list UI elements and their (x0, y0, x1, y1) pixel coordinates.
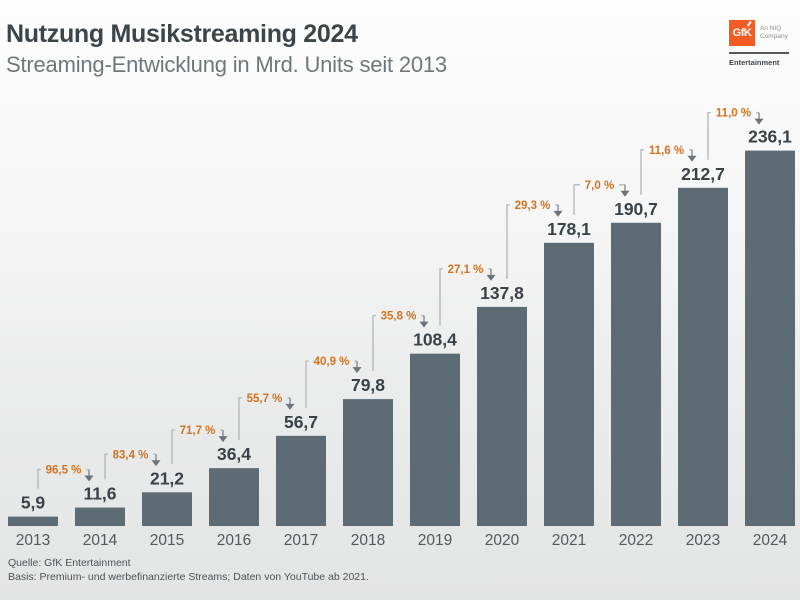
bar-2013 (8, 516, 58, 526)
growth-label-2014: 96,5 % (46, 465, 82, 477)
growth-label-2021: 29,3 % (515, 200, 551, 212)
growth-arrow-head-2014 (84, 475, 94, 482)
growth-bracket-left-2015 (104, 453, 108, 480)
growth-arrow-head-2022 (620, 190, 630, 197)
gfk-logo-top: GfK An NIQ Company (729, 20, 789, 46)
x-axis-label-2019: 2019 (418, 532, 452, 549)
growth-bracket-left-2022 (573, 184, 580, 215)
growth-arrow-head-2021 (553, 210, 563, 217)
header: Nutzung Musikstreaming 2024 Streaming-En… (6, 20, 447, 78)
growth-label-2022: 7,0 % (585, 180, 614, 192)
bar-2024 (745, 150, 795, 526)
growth-bracket-left-2017 (238, 397, 242, 441)
growth-label-2020: 27,1 % (448, 264, 484, 276)
x-axis-label-2022: 2022 (619, 532, 653, 549)
bar-2016 (209, 468, 259, 526)
growth-arrow-head-2023 (687, 155, 697, 162)
page-subtitle: Streaming-Entwicklung in Mrd. Units seit… (6, 52, 447, 77)
bar-2018 (343, 399, 393, 526)
x-axis-label-2018: 2018 (351, 532, 385, 549)
growth-label-2015: 83,4 % (113, 449, 149, 461)
x-axis-label-2014: 2014 (83, 532, 118, 549)
growth-arrow-head-2017 (285, 403, 295, 410)
growth-bracket-left-2021 (506, 204, 510, 279)
gfk-logo-mark: GfK (729, 20, 755, 46)
growth-arrow-head-2015 (151, 460, 161, 467)
bar-value-label-2014: 11,6 (83, 484, 116, 504)
growth-label-2018: 40,9 % (314, 356, 350, 368)
bar-2022 (611, 222, 661, 526)
growth-arrow-head-2018 (352, 367, 362, 374)
x-axis-label-2013: 2013 (16, 532, 50, 549)
bar-2015 (142, 492, 192, 526)
growth-arrow-head-2019 (419, 321, 429, 328)
bar-value-label-2013: 5,9 (21, 493, 46, 513)
bar-value-label-2016: 36,4 (217, 444, 251, 464)
growth-label-2019: 35,8 % (381, 311, 417, 323)
growth-arrow-head-2020 (486, 274, 496, 281)
gfk-tagline-line2: Company (760, 33, 788, 40)
bar-value-label-2022: 190,7 (614, 199, 658, 219)
growth-label-2023: 11,6 % (649, 145, 684, 157)
gfk-tagline-line1: An NIQ (760, 25, 782, 32)
growth-bracket-left-2016 (171, 429, 175, 465)
gfk-logo: GfK An NIQ Company Entertainment (729, 20, 789, 67)
bar-2021 (544, 242, 594, 526)
bar-value-label-2015: 21,2 (150, 468, 184, 488)
growth-label-2024: 11,0 % (716, 108, 751, 120)
growth-bracket-left-2020 (439, 268, 443, 326)
x-axis-label-2024: 2024 (753, 532, 788, 549)
gfk-logo-text: GfK (732, 27, 752, 39)
bar-value-label-2020: 137,8 (480, 283, 524, 303)
growth-bracket-left-2023 (640, 149, 644, 195)
growth-arrow-head-2016 (218, 436, 228, 443)
bar-value-label-2017: 56,7 (284, 412, 318, 432)
growth-label-2017: 55,7 % (247, 393, 283, 405)
basis-note: Basis: Premium- und werbefinanzierte Str… (8, 571, 369, 583)
x-axis-label-2016: 2016 (217, 532, 251, 549)
x-axis-label-2017: 2017 (284, 532, 318, 549)
bar-value-label-2024: 236,1 (748, 127, 792, 147)
growth-bracket-left-2014 (37, 468, 41, 489)
growth-arrow-head-2024 (754, 118, 764, 125)
bar-2014 (75, 507, 125, 526)
footer: Quelle: GfK Entertainment Basis: Premium… (8, 556, 369, 584)
bar-value-label-2018: 79,8 (351, 375, 385, 395)
growth-label-2016: 71,7 % (180, 425, 216, 437)
bar-2017 (276, 435, 326, 526)
x-axis-label-2015: 2015 (150, 532, 184, 549)
growth-bracket-left-2019 (372, 314, 376, 372)
x-axis-label-2020: 2020 (485, 532, 520, 549)
bar-value-label-2019: 108,4 (413, 330, 457, 350)
bar-2023 (678, 187, 728, 527)
x-axis-label-2021: 2021 (552, 532, 586, 549)
growth-bracket-left-2018 (305, 360, 309, 408)
bar-2019 (410, 353, 460, 526)
growth-bracket-left-2024 (707, 111, 711, 160)
bar-value-label-2021: 178,1 (547, 219, 591, 239)
source-note: Quelle: GfK Entertainment (8, 557, 131, 569)
logo-divider (729, 52, 789, 54)
logo-division-label: Entertainment (729, 58, 780, 67)
gfk-logo-tagline: An NIQ Company (760, 25, 788, 41)
bar-value-label-2023: 212,7 (681, 164, 725, 184)
x-axis-label-2023: 2023 (686, 532, 720, 549)
bar-2020 (477, 306, 527, 526)
page-title: Nutzung Musikstreaming 2024 (6, 20, 358, 48)
